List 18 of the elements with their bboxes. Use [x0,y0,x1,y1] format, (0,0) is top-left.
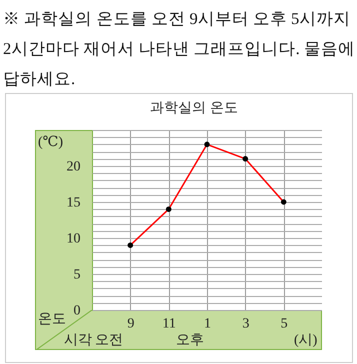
y-tick-label: 10 [66,232,80,246]
x-tick-label: 3 [242,316,250,332]
y-tick-label: 15 [66,196,80,210]
text: (시) [294,333,318,348]
y-tick-label: 20 [66,160,80,174]
x-tick-label: 5 [280,316,288,332]
x-tick-label: 9 [127,316,134,332]
text: 오전 [95,333,123,348]
x-tick-label: 11 [162,316,176,332]
y-tick-label: 5 [74,268,80,282]
y-axis-title: 온도 [38,312,66,327]
text: 오후 [176,333,204,348]
text: ※ 과학실의 온도를 오전 9시부터 오후 5시까지 2시간마다 재어서 나타낸 그래프입니다. 물음에 답하세요. [3,8,355,90]
text: (℃) [38,135,63,150]
chart-title: 과학실의 온도 [150,100,238,116]
y-tick-label: 0 [74,304,80,318]
x-axis-title: 시각 [64,333,92,348]
x-tick-label: 1 [204,316,211,332]
